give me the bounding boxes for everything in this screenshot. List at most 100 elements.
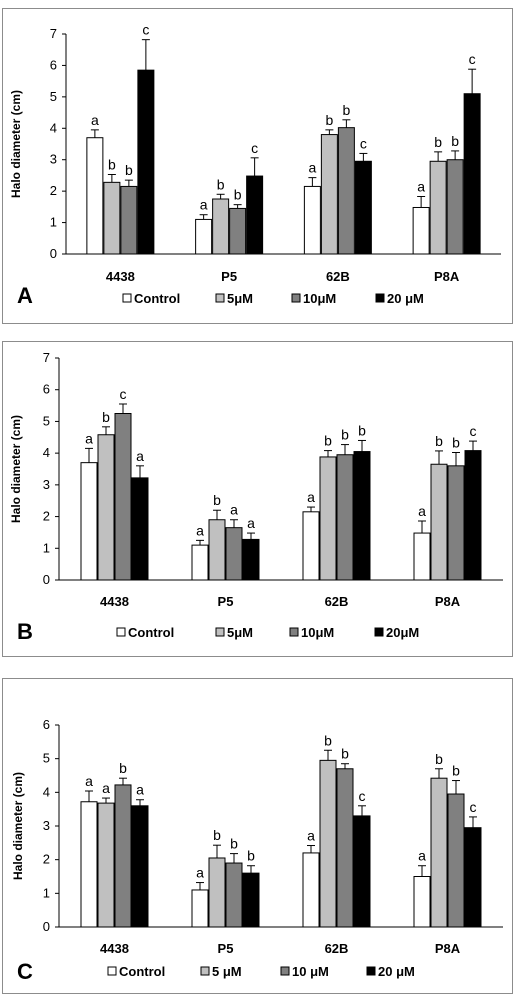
x-category-label: 62B	[325, 941, 349, 956]
x-category-label: P5	[218, 941, 234, 956]
significance-letter: a	[417, 178, 425, 194]
bar	[97, 802, 115, 928]
significance-letter: a	[136, 448, 144, 464]
significance-letter: b	[247, 848, 255, 864]
legend-swatch	[215, 293, 225, 303]
bar	[430, 777, 448, 928]
bar	[120, 185, 138, 255]
bar	[208, 857, 226, 928]
significance-letter: c	[470, 799, 477, 815]
legend-label: Control	[134, 291, 180, 306]
bar	[447, 465, 465, 581]
bar	[336, 454, 354, 581]
y-tick-label: 5	[43, 751, 50, 766]
x-category-label: 62B	[326, 269, 350, 284]
bar	[191, 889, 209, 928]
y-tick-label: 3	[43, 477, 50, 492]
significance-letter: b	[230, 836, 238, 852]
y-tick-label: 2	[50, 183, 57, 198]
legend-label: 5μM	[227, 625, 253, 640]
significance-letter: b	[342, 102, 350, 118]
legend-swatch	[200, 966, 210, 976]
bar	[212, 198, 230, 255]
significance-letter: b	[341, 746, 349, 762]
y-tick-label: 1	[50, 215, 57, 230]
significance-letter: b	[451, 133, 459, 149]
bar	[464, 450, 482, 581]
bar	[191, 544, 209, 581]
significance-letter: c	[360, 135, 367, 151]
bar	[353, 815, 371, 928]
y-tick-label: 6	[43, 717, 50, 732]
significance-letter: c	[120, 386, 127, 402]
y-tick-label: 6	[50, 57, 57, 72]
significance-letter: c	[142, 22, 149, 38]
y-tick-label: 1	[43, 540, 50, 555]
legend-label: 5μM	[227, 291, 253, 306]
y-tick-label: 0	[50, 246, 57, 261]
significance-letter: b	[125, 162, 133, 178]
bar	[242, 872, 260, 928]
bar	[246, 175, 264, 255]
significance-letter: b	[358, 422, 366, 438]
y-tick-label: 4	[50, 120, 57, 135]
significance-letter: b	[452, 763, 460, 779]
significance-letter: b	[324, 732, 332, 748]
bar	[464, 827, 482, 928]
significance-letter: a	[196, 865, 204, 881]
legend-swatch	[375, 293, 385, 303]
y-tick-label: 3	[43, 818, 50, 833]
bar	[353, 451, 371, 581]
bar	[463, 93, 481, 255]
significance-letter: c	[470, 423, 477, 439]
significance-letter: c	[251, 140, 258, 156]
bar	[413, 876, 431, 928]
y-tick-label: 3	[50, 152, 57, 167]
bar	[429, 160, 447, 255]
bar	[114, 413, 132, 581]
chart-panel-b: 0 1 2 3 4 5 6 7 Halo diameter (cm) a b c a 4438 a b a a P5…	[2, 341, 513, 657]
legend-swatch	[215, 627, 225, 637]
bar	[242, 538, 260, 581]
significance-letter: a	[85, 430, 93, 446]
bar	[225, 862, 243, 928]
panel-label: B	[17, 619, 33, 644]
y-tick-label: 7	[50, 26, 57, 41]
x-category-label: 4438	[100, 941, 129, 956]
legend-swatch	[291, 293, 301, 303]
bar	[413, 532, 431, 581]
bar	[114, 784, 132, 928]
bar	[208, 519, 226, 581]
significance-letter: b	[434, 134, 442, 150]
x-category-label: P5	[218, 594, 234, 609]
chart-panel-a: 0 1 2 3 4 5 6 7 Halo diameter (cm) a b b c 4438 a b b c P5…	[2, 8, 513, 324]
bar	[131, 477, 149, 581]
legend-label: 10μM	[303, 291, 336, 306]
significance-letter: c	[469, 51, 476, 67]
legend-swatch	[289, 627, 299, 637]
bar	[97, 434, 115, 581]
bar	[319, 456, 337, 581]
significance-letter: b	[217, 176, 225, 192]
y-tick-label: 0	[43, 919, 50, 934]
bar	[446, 159, 464, 255]
y-axis-title: Halo diameter (cm)	[11, 772, 25, 880]
bar	[430, 463, 448, 581]
y-tick-label: 4	[43, 445, 50, 460]
significance-letter: a	[230, 502, 238, 518]
y-tick-label: 6	[43, 382, 50, 397]
legend-label: Control	[119, 964, 165, 979]
significance-letter: a	[307, 828, 315, 844]
significance-letter: a	[418, 848, 426, 864]
legend-swatch	[116, 627, 126, 637]
bar	[80, 801, 98, 928]
bar	[225, 527, 243, 581]
bar	[103, 181, 121, 255]
y-tick-label: 4	[43, 784, 50, 799]
significance-letter: b	[324, 433, 332, 449]
significance-letter: a	[308, 160, 316, 176]
legend-label: 20μM	[386, 625, 419, 640]
